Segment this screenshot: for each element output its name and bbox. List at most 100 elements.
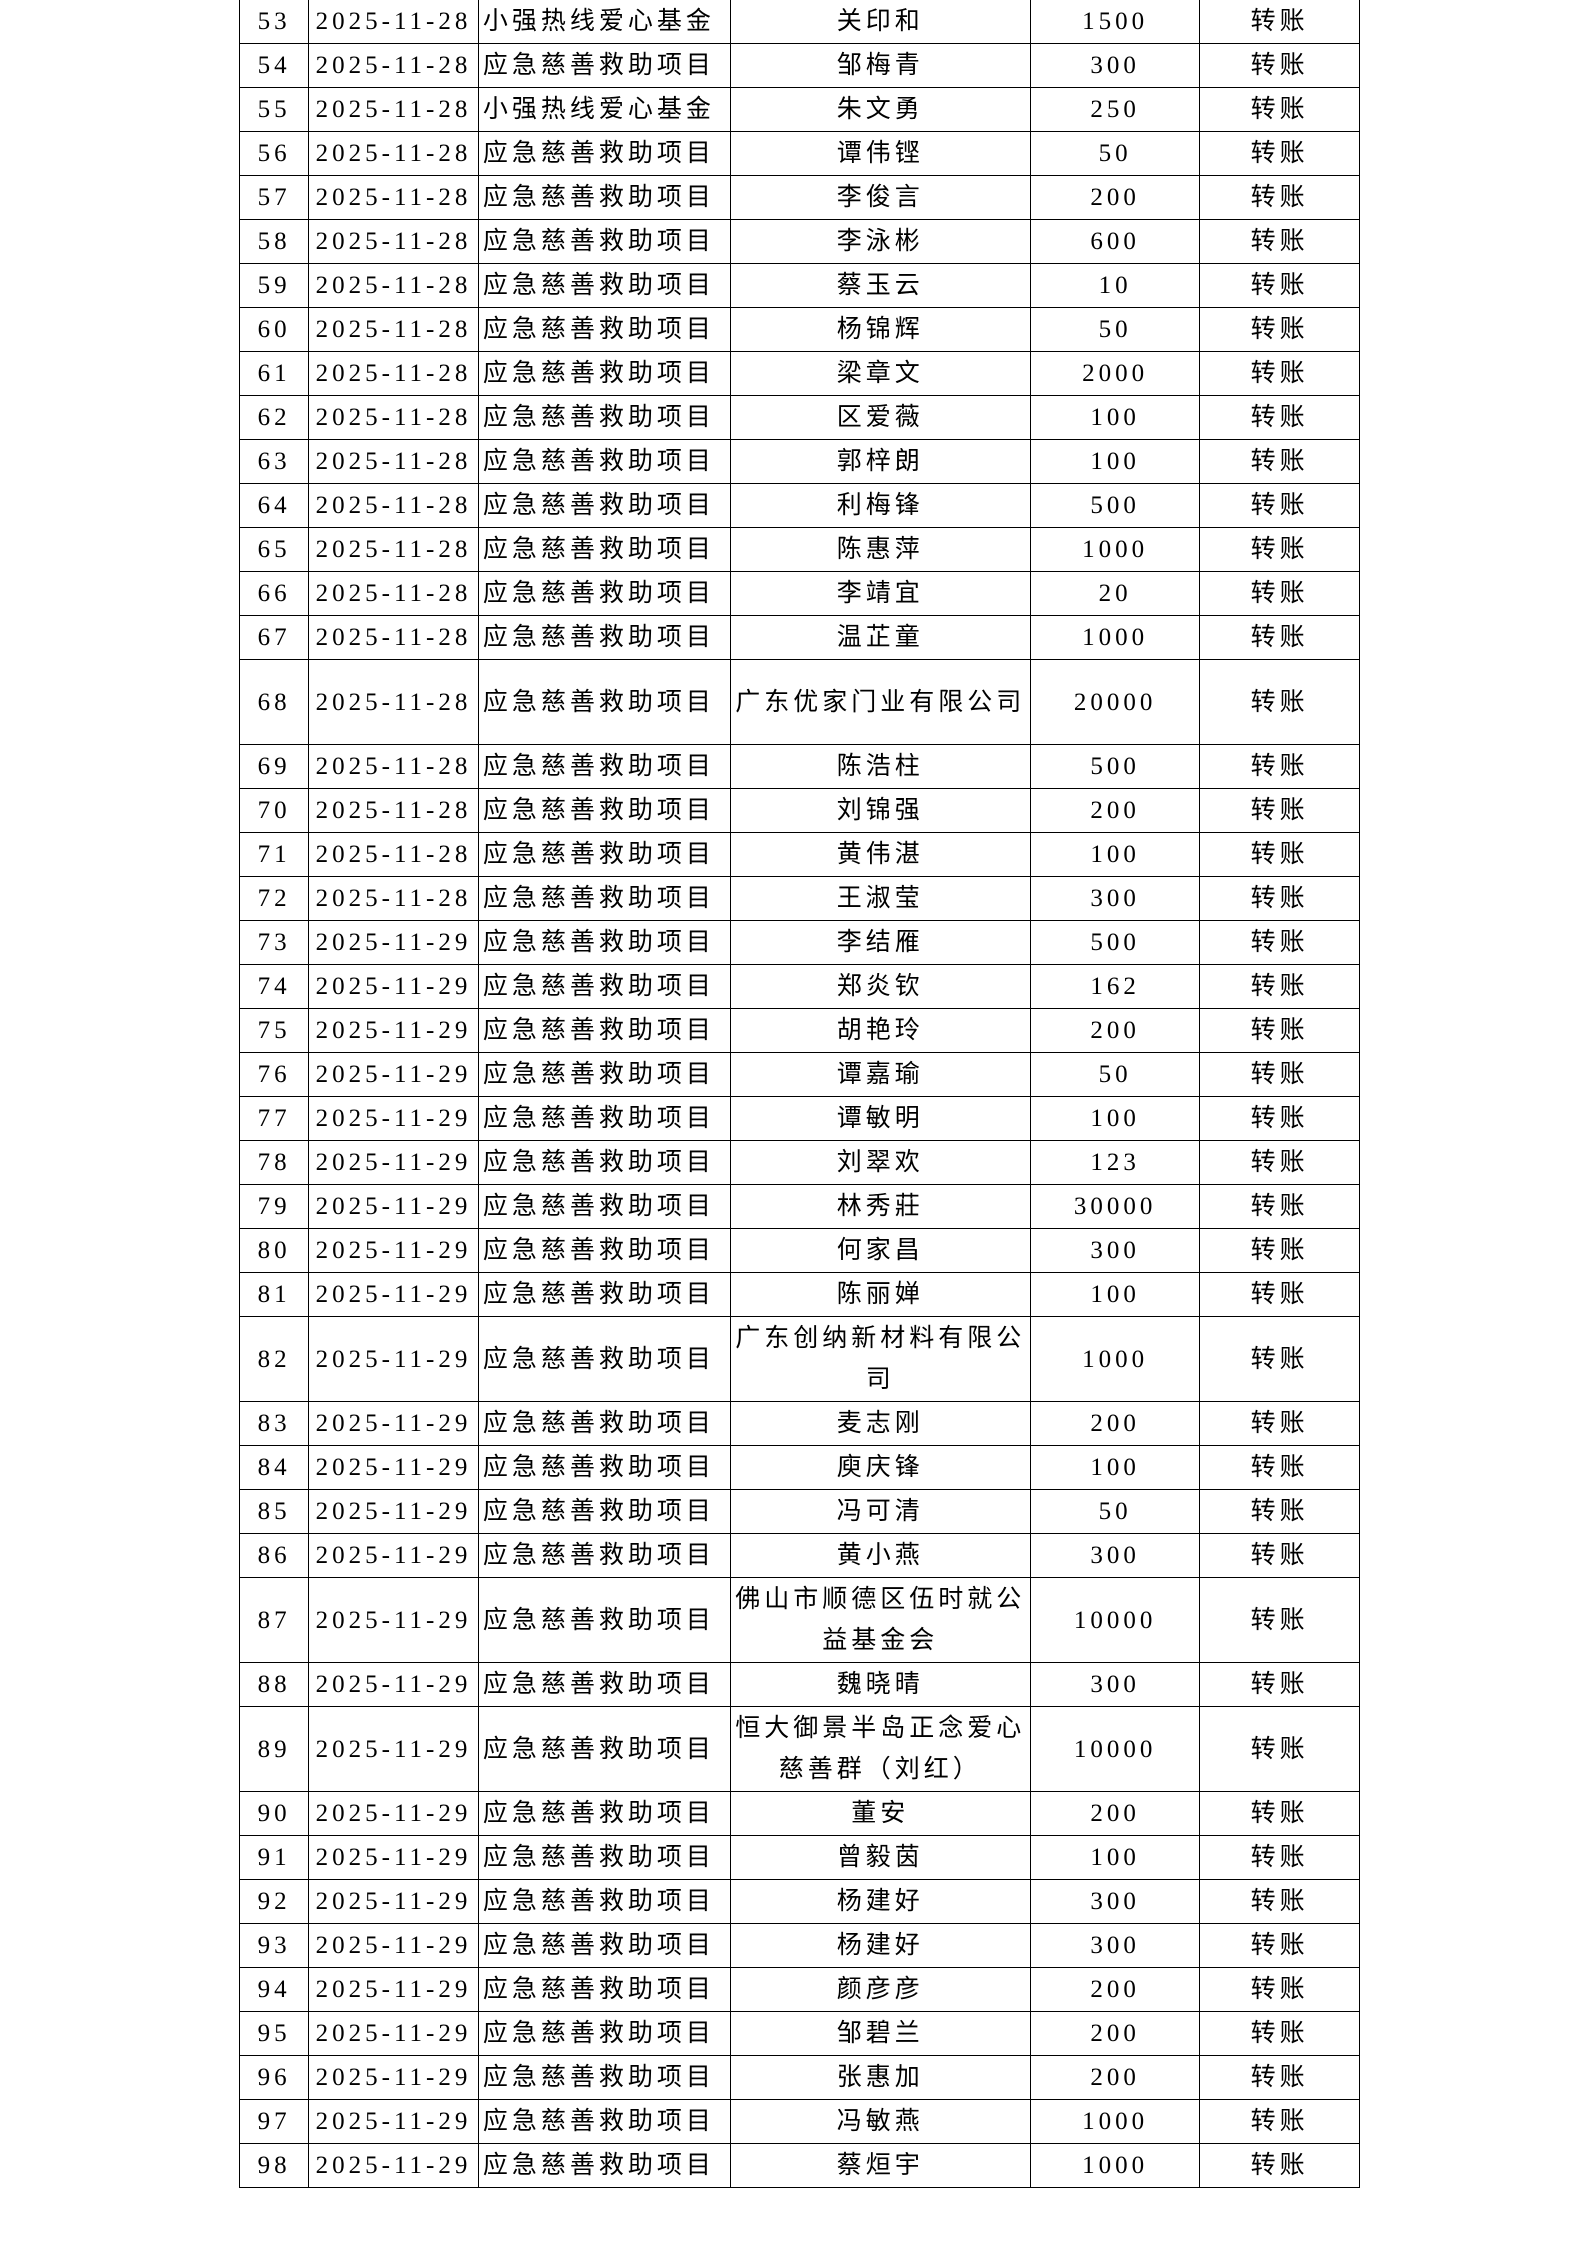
table-row: 87 2025-11-29 应急慈善救助项目 佛山市顺德区伍时就公益基金会 10000 转… — [238, 1577, 1360, 1663]
project-name: 应急慈善救助项目 — [477, 263, 731, 308]
payment-method: 转账 — [1199, 1316, 1360, 1402]
table-row: 57 2025-11-28 应急慈善救助项目 李俊言 200 转账 — [238, 175, 1360, 220]
project-name: 应急慈善救助项目 — [477, 1184, 731, 1229]
amount: 1000 — [1029, 1316, 1201, 1402]
amount: 200 — [1029, 1967, 1201, 2012]
donor-name: 李泳彬 — [729, 219, 1031, 264]
payment-method: 转账 — [1199, 1923, 1360, 1968]
donor-name: 何家昌 — [729, 1228, 1031, 1273]
donor-name: 梁章文 — [729, 351, 1031, 396]
row-number: 54 — [238, 43, 310, 88]
payment-method: 转账 — [1199, 263, 1360, 308]
table-row: 55 2025-11-28 小强热线爱心基金 朱文勇 250 转账 — [238, 87, 1360, 132]
amount: 100 — [1029, 832, 1201, 877]
table-row: 94 2025-11-29 应急慈善救助项目 颜彦彦 200 转账 — [238, 1967, 1360, 2012]
row-number: 74 — [238, 964, 310, 1009]
donor-name: 王淑莹 — [729, 876, 1031, 921]
amount: 300 — [1029, 43, 1201, 88]
project-name: 应急慈善救助项目 — [477, 2011, 731, 2056]
payment-method: 转账 — [1199, 1401, 1360, 1446]
table-row: 73 2025-11-29 应急慈善救助项目 李结雁 500 转账 — [238, 920, 1360, 965]
project-name: 应急慈善救助项目 — [477, 1140, 731, 1185]
donation-date: 2025-11-29 — [308, 1401, 479, 1446]
amount: 200 — [1029, 1791, 1201, 1836]
row-number: 89 — [238, 1706, 310, 1792]
donor-name: 邹碧兰 — [729, 2011, 1031, 2056]
project-name: 应急慈善救助项目 — [477, 439, 731, 484]
donor-name: 谭嘉瑜 — [729, 1052, 1031, 1097]
project-name: 小强热线爱心基金 — [477, 87, 731, 132]
row-number: 60 — [238, 307, 310, 352]
amount: 20000 — [1029, 659, 1201, 745]
amount: 500 — [1029, 744, 1201, 789]
row-number: 66 — [238, 571, 310, 616]
payment-method: 转账 — [1199, 1272, 1360, 1317]
donation-date: 2025-11-28 — [308, 307, 479, 352]
amount: 300 — [1029, 1533, 1201, 1578]
donation-date: 2025-11-29 — [308, 964, 479, 1009]
amount: 100 — [1029, 439, 1201, 484]
payment-method: 转账 — [1199, 744, 1360, 789]
row-number: 55 — [238, 87, 310, 132]
donation-date: 2025-11-28 — [308, 131, 479, 176]
donor-name: 陈惠萍 — [729, 527, 1031, 572]
payment-method: 转账 — [1199, 87, 1360, 132]
amount: 200 — [1029, 1008, 1201, 1053]
donor-name: 谭敏明 — [729, 1096, 1031, 1141]
payment-method: 转账 — [1199, 2099, 1360, 2144]
project-name: 应急慈善救助项目 — [477, 1401, 731, 1446]
row-number: 98 — [238, 2143, 310, 2188]
payment-method: 转账 — [1199, 1008, 1360, 1053]
donation-date: 2025-11-29 — [308, 1706, 479, 1792]
row-number: 71 — [238, 832, 310, 877]
amount: 500 — [1029, 483, 1201, 528]
donation-date: 2025-11-28 — [308, 175, 479, 220]
donor-name: 朱文勇 — [729, 87, 1031, 132]
project-name: 应急慈善救助项目 — [477, 307, 731, 352]
payment-method: 转账 — [1199, 1140, 1360, 1185]
donor-name: 林秀莊 — [729, 1184, 1031, 1229]
donation-date: 2025-11-29 — [308, 1489, 479, 1534]
donor-name: 曾毅茵 — [729, 1835, 1031, 1880]
donation-date: 2025-11-29 — [308, 1140, 479, 1185]
project-name: 应急慈善救助项目 — [477, 1662, 731, 1707]
table-row: 61 2025-11-28 应急慈善救助项目 梁章文 2000 转账 — [238, 351, 1360, 396]
amount: 2000 — [1029, 351, 1201, 396]
payment-method: 转账 — [1199, 659, 1360, 745]
row-number: 91 — [238, 1835, 310, 1880]
table-row: 66 2025-11-28 应急慈善救助项目 李靖宜 20 转账 — [238, 571, 1360, 616]
amount: 300 — [1029, 1228, 1201, 1273]
table-row: 77 2025-11-29 应急慈善救助项目 谭敏明 100 转账 — [238, 1096, 1360, 1141]
row-number: 59 — [238, 263, 310, 308]
payment-method: 转账 — [1199, 1879, 1360, 1924]
project-name: 应急慈善救助项目 — [477, 788, 731, 833]
project-name: 应急慈善救助项目 — [477, 1533, 731, 1578]
payment-method: 转账 — [1199, 307, 1360, 352]
donor-name: 谭伟铿 — [729, 131, 1031, 176]
table-row: 80 2025-11-29 应急慈善救助项目 何家昌 300 转账 — [238, 1228, 1360, 1273]
payment-method: 转账 — [1199, 219, 1360, 264]
amount: 162 — [1029, 964, 1201, 1009]
row-number: 56 — [238, 131, 310, 176]
amount: 1000 — [1029, 2099, 1201, 2144]
row-number: 57 — [238, 175, 310, 220]
donor-name: 利梅锋 — [729, 483, 1031, 528]
project-name: 应急慈善救助项目 — [477, 832, 731, 877]
project-name: 应急慈善救助项目 — [477, 1272, 731, 1317]
donation-date: 2025-11-29 — [308, 2011, 479, 2056]
table-row: 67 2025-11-28 应急慈善救助项目 温芷童 1000 转账 — [238, 615, 1360, 660]
project-name: 应急慈善救助项目 — [477, 1008, 731, 1053]
project-name: 应急慈善救助项目 — [477, 175, 731, 220]
payment-method: 转账 — [1199, 483, 1360, 528]
donor-name: 关印和 — [729, 0, 1031, 44]
donation-date: 2025-11-28 — [308, 744, 479, 789]
project-name: 应急慈善救助项目 — [477, 615, 731, 660]
project-name: 应急慈善救助项目 — [477, 659, 731, 745]
payment-method: 转账 — [1199, 1577, 1360, 1663]
table-row: 54 2025-11-28 应急慈善救助项目 邹梅青 300 转账 — [238, 43, 1360, 88]
row-number: 81 — [238, 1272, 310, 1317]
amount: 100 — [1029, 1835, 1201, 1880]
amount: 100 — [1029, 1445, 1201, 1490]
row-number: 76 — [238, 1052, 310, 1097]
project-name: 应急慈善救助项目 — [477, 1835, 731, 1880]
